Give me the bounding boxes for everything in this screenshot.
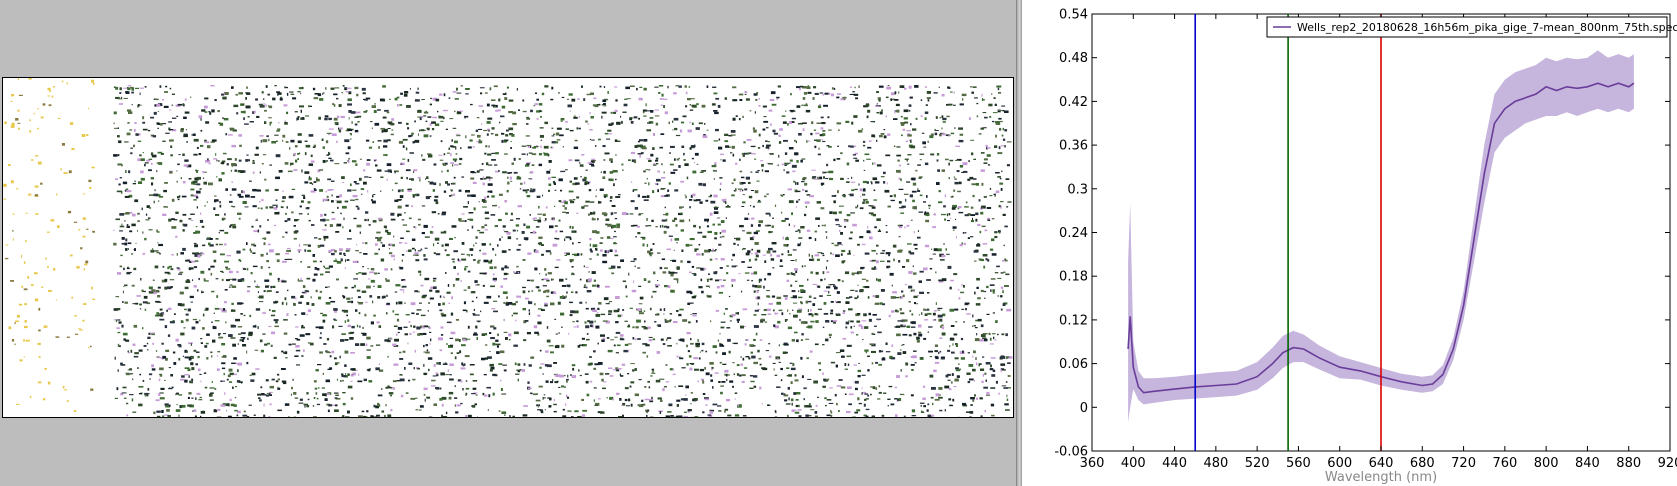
x-tick-label: 440 <box>1162 456 1187 471</box>
x-tick-label: 640 <box>1369 456 1394 471</box>
y-tick-label: 0.06 <box>1059 357 1088 372</box>
x-tick-label: 920 <box>1658 456 1677 471</box>
y-tick-label: -0.06 <box>1054 445 1088 460</box>
hyperspectral-image-viewer[interactable] <box>2 77 1014 418</box>
y-tick-label: 0.48 <box>1059 51 1088 66</box>
y-tick-label: 0.42 <box>1059 95 1088 110</box>
x-tick-label: 400 <box>1121 456 1146 471</box>
y-tick-label: 0.54 <box>1059 8 1088 23</box>
series-mean-line <box>1127 82 1635 394</box>
y-tick-label: 0.36 <box>1059 139 1088 154</box>
x-tick-label: 800 <box>1534 456 1559 471</box>
y-tick-label: 0.18 <box>1059 270 1088 285</box>
x-tick-label: 480 <box>1203 456 1228 471</box>
spectrum-chart: 360 400 440 480 520 560 600 640 680 720 760 800 840 8… <box>1054 8 1677 486</box>
image-panel <box>2 77 1014 418</box>
x-tick-label: 720 <box>1451 456 1476 471</box>
x-tick-label: 760 <box>1492 456 1517 471</box>
x-axis-label: Wavelength (nm) <box>1325 470 1437 485</box>
y-tick-label: 0.12 <box>1059 313 1088 328</box>
y-tick-label: 0 <box>1080 401 1088 416</box>
field-plot-image <box>3 78 1013 417</box>
legend-box <box>1266 16 1668 38</box>
y-tick-label: 0.24 <box>1059 226 1088 241</box>
x-tick-label: 520 <box>1245 456 1270 471</box>
y-tick-label: 0.3 <box>1067 182 1088 197</box>
spectrum-plot-panel: 360 400 440 480 520 560 600 640 680 720 760 800 840 8… <box>1022 0 1677 486</box>
x-tick-label: 680 <box>1410 456 1435 471</box>
x-tick-label: 560 <box>1286 456 1311 471</box>
x-tick-label: 360 <box>1080 456 1105 471</box>
x-tick-label: 600 <box>1327 456 1352 471</box>
panel-splitter-handle[interactable] <box>1016 0 1022 486</box>
legend-label: Wells_rep2_20180628_16h56m_pika_gige_7-m… <box>1297 21 1677 34</box>
x-tick-label: 840 <box>1575 456 1600 471</box>
x-tick-label: 880 <box>1616 456 1641 471</box>
